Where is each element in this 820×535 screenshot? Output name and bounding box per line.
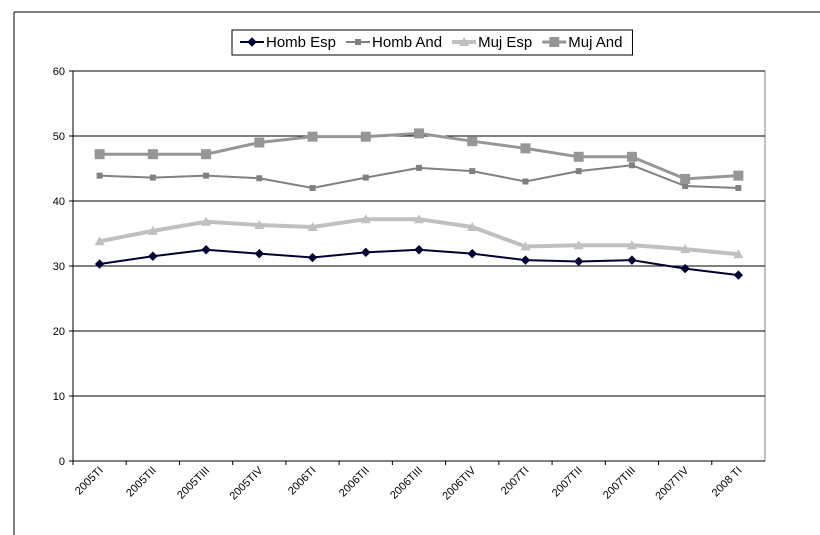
- marker: [549, 37, 560, 47]
- y-tick-label: 30: [53, 261, 65, 273]
- marker: [360, 214, 371, 224]
- marker: [680, 263, 690, 274]
- marker: [467, 248, 477, 259]
- marker: [680, 244, 691, 254]
- marker: [522, 178, 529, 185]
- legend-label: Muj And: [568, 34, 622, 51]
- marker: [628, 162, 635, 169]
- marker: [520, 241, 531, 251]
- marker: [733, 249, 744, 259]
- x-tick-label: 2005TII: [124, 465, 159, 500]
- marker: [254, 220, 265, 230]
- marker: [733, 170, 744, 181]
- marker: [148, 251, 158, 261]
- y-tick-label: 40: [53, 196, 65, 208]
- marker: [735, 185, 742, 191]
- marker: [680, 173, 691, 184]
- y-tick-label: 50: [53, 131, 65, 143]
- marker: [459, 37, 470, 46]
- y-tick-label: 20: [53, 326, 65, 338]
- x-tick-label: 2005TI: [73, 465, 106, 498]
- marker: [414, 245, 424, 255]
- x-tick-label: 2006TII: [337, 465, 372, 500]
- series-line: [99, 131, 739, 181]
- marker: [203, 172, 210, 179]
- marker: [520, 143, 531, 154]
- marker: [147, 149, 158, 160]
- x-tick-label: 2006TIII: [388, 465, 425, 502]
- marker: [467, 222, 478, 231]
- marker: [147, 225, 158, 235]
- legend-label: Homb And: [372, 34, 442, 51]
- marker: [520, 255, 531, 265]
- marker: [360, 131, 371, 142]
- marker: [254, 248, 265, 259]
- marker: [626, 240, 637, 250]
- x-tick-label: 2006TI: [286, 465, 319, 498]
- x-tick-label: 2005TIII: [175, 465, 212, 502]
- x-tick-label: 2006TIV: [440, 464, 478, 502]
- y-tick-label: 10: [53, 391, 65, 403]
- marker: [307, 222, 318, 231]
- x-tick-label: 2007TIV: [653, 464, 691, 502]
- marker: [247, 37, 257, 47]
- marker: [309, 185, 316, 191]
- marker: [256, 175, 263, 182]
- marker: [414, 128, 424, 139]
- marker: [94, 259, 105, 269]
- marker: [573, 151, 584, 162]
- y-tick-label: 0: [59, 456, 65, 468]
- marker: [201, 216, 212, 226]
- marker: [355, 39, 362, 45]
- marker: [573, 240, 584, 250]
- marker: [416, 164, 422, 171]
- marker: [94, 149, 105, 160]
- marker: [733, 270, 744, 280]
- marker: [254, 137, 265, 148]
- marker: [201, 149, 212, 160]
- marker: [414, 214, 424, 224]
- marker: [361, 247, 371, 258]
- x-tick-label: 2008 TI: [710, 465, 745, 500]
- x-tick-label: 2005TIV: [228, 464, 266, 502]
- y-tick-label: 60: [53, 66, 65, 78]
- marker: [627, 255, 637, 265]
- marker: [307, 131, 318, 142]
- legend-label: Homb Esp: [266, 34, 336, 51]
- marker: [149, 174, 156, 181]
- marker: [626, 151, 637, 162]
- marker: [96, 172, 103, 179]
- marker: [575, 168, 582, 175]
- legend-label: Muj Esp: [478, 34, 532, 51]
- marker: [201, 245, 211, 255]
- x-tick-label: 2007TI: [499, 465, 532, 498]
- x-tick-label: 2007TII: [550, 465, 585, 500]
- marker: [362, 174, 369, 181]
- legend: Homb Esp Homb And Muj Esp Muj And: [231, 29, 633, 56]
- marker: [307, 252, 318, 263]
- marker: [94, 236, 105, 246]
- marker: [469, 168, 476, 175]
- marker: [573, 256, 584, 267]
- x-tick-label: 2007TIII: [601, 465, 638, 502]
- marker: [467, 136, 478, 147]
- marker: [682, 183, 689, 190]
